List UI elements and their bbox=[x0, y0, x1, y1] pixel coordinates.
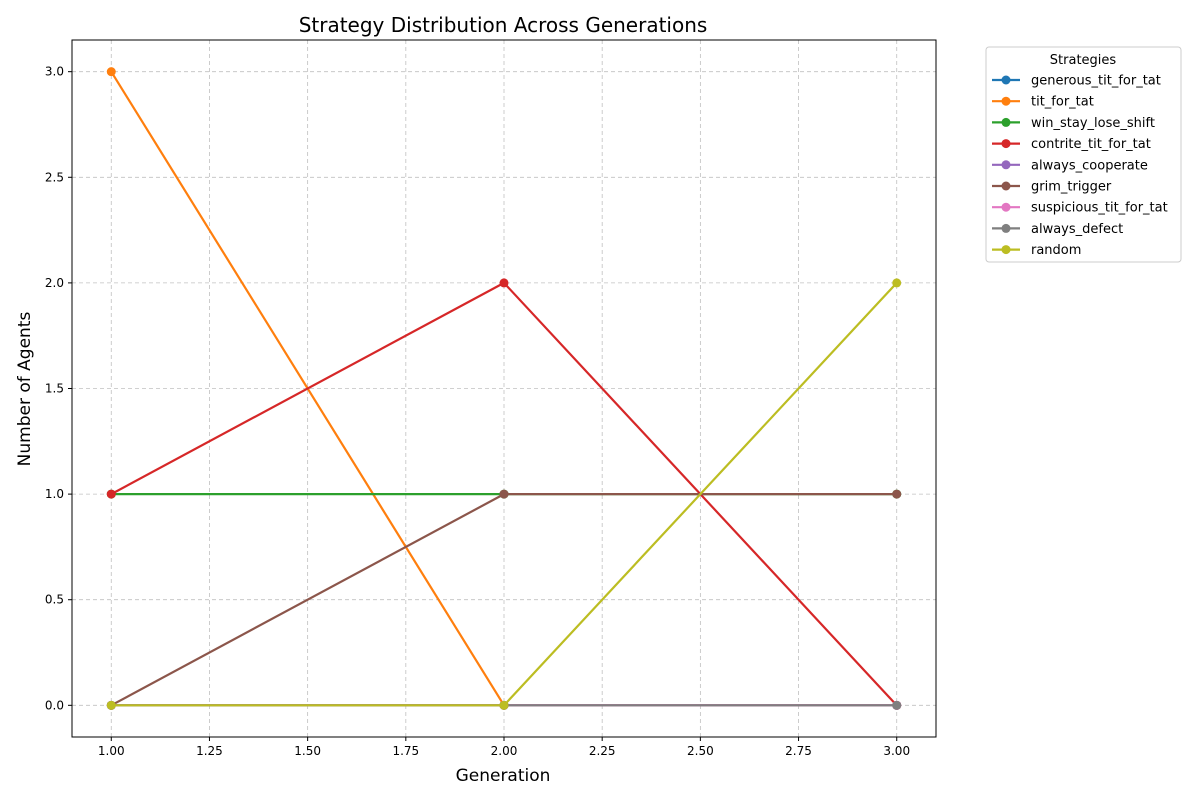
x-tick-label: 1.00 bbox=[98, 744, 125, 758]
x-tick-label: 1.75 bbox=[392, 744, 419, 758]
legend-marker bbox=[1001, 117, 1011, 127]
legend-item-contrite_tit_for_tat: contrite_tit_for_tat bbox=[992, 137, 1151, 152]
y-axis-label: Number of Agents bbox=[15, 312, 35, 467]
x-axis-label: Generation bbox=[456, 766, 551, 786]
series-layer bbox=[106, 67, 902, 710]
x-tick-label: 2.50 bbox=[687, 744, 714, 758]
x-tick-label: 2.25 bbox=[589, 744, 616, 758]
legend-label: random bbox=[1031, 243, 1081, 258]
x-tick-label: 2.00 bbox=[491, 744, 518, 758]
legend-marker bbox=[1001, 139, 1011, 149]
legend-item-always_defect: always_defect bbox=[992, 222, 1123, 237]
legend-item-grim_trigger: grim_trigger bbox=[992, 180, 1112, 195]
legend-label: always_defect bbox=[1031, 222, 1123, 237]
y-axis-ticks: 0.0 0.5 1.0 1.5 2.0 2.5 3.0 bbox=[45, 65, 72, 712]
data-point bbox=[892, 700, 902, 710]
x-axis-ticks: 1.00 1.25 1.50 1.75 2.00 2.25 2.50 2.75 3.00 bbox=[98, 737, 910, 758]
legend-marker bbox=[1001, 202, 1011, 212]
y-tick-label: 1.5 bbox=[45, 382, 64, 396]
y-tick-label: 2.5 bbox=[45, 170, 64, 184]
legend-label: always_cooperate bbox=[1031, 158, 1148, 173]
chart-title: Strategy Distribution Across Generations bbox=[299, 13, 708, 37]
legend-item-suspicious_tit_for_tat: suspicious_tit_for_tat bbox=[992, 201, 1168, 216]
legend-title: Strategies bbox=[1050, 53, 1117, 68]
legend-marker bbox=[1001, 160, 1011, 170]
legend-marker bbox=[1001, 223, 1011, 233]
x-tick-label: 3.00 bbox=[883, 744, 910, 758]
x-tick-label: 1.25 bbox=[196, 744, 223, 758]
legend-marker bbox=[1001, 181, 1011, 191]
x-tick-label: 2.75 bbox=[785, 744, 812, 758]
data-point bbox=[106, 489, 116, 499]
data-point bbox=[499, 700, 509, 710]
legend-label: contrite_tit_for_tat bbox=[1031, 137, 1151, 152]
legend-item-generous_tit_for_tat: generous_tit_for_tat bbox=[992, 74, 1161, 89]
grid-lines bbox=[72, 40, 936, 737]
series-random bbox=[106, 278, 902, 710]
legend-marker bbox=[1001, 75, 1011, 85]
data-point bbox=[106, 67, 116, 77]
legend-item-always_cooperate: always_cooperate bbox=[992, 158, 1148, 173]
legend-marker bbox=[1001, 245, 1011, 255]
y-tick-label: 2.0 bbox=[45, 276, 64, 290]
legend: Strategies generous_tit_for_tat tit_for_t… bbox=[985, 46, 1182, 263]
y-tick-label: 0.5 bbox=[45, 593, 64, 607]
data-point bbox=[106, 700, 116, 710]
legend-marker bbox=[1001, 96, 1011, 106]
data-point bbox=[499, 489, 509, 499]
y-tick-label: 0.0 bbox=[45, 698, 64, 712]
legend-item-win_stay_lose_shift: win_stay_lose_shift bbox=[992, 116, 1155, 131]
y-tick-label: 3.0 bbox=[45, 65, 64, 79]
y-tick-label: 1.0 bbox=[45, 487, 64, 501]
legend-item-tit_for_tat: tit_for_tat bbox=[992, 95, 1094, 110]
legend-label: tit_for_tat bbox=[1031, 95, 1094, 110]
legend-label: generous_tit_for_tat bbox=[1031, 74, 1161, 89]
data-point bbox=[892, 489, 902, 499]
legend-item-random: random bbox=[992, 243, 1081, 258]
legend-box bbox=[985, 46, 1182, 263]
data-point bbox=[892, 278, 902, 288]
x-tick-label: 1.50 bbox=[294, 744, 321, 758]
legend-label: win_stay_lose_shift bbox=[1031, 116, 1155, 131]
legend-label: grim_trigger bbox=[1031, 180, 1112, 195]
legend-label: suspicious_tit_for_tat bbox=[1031, 201, 1168, 216]
data-point bbox=[499, 278, 509, 288]
